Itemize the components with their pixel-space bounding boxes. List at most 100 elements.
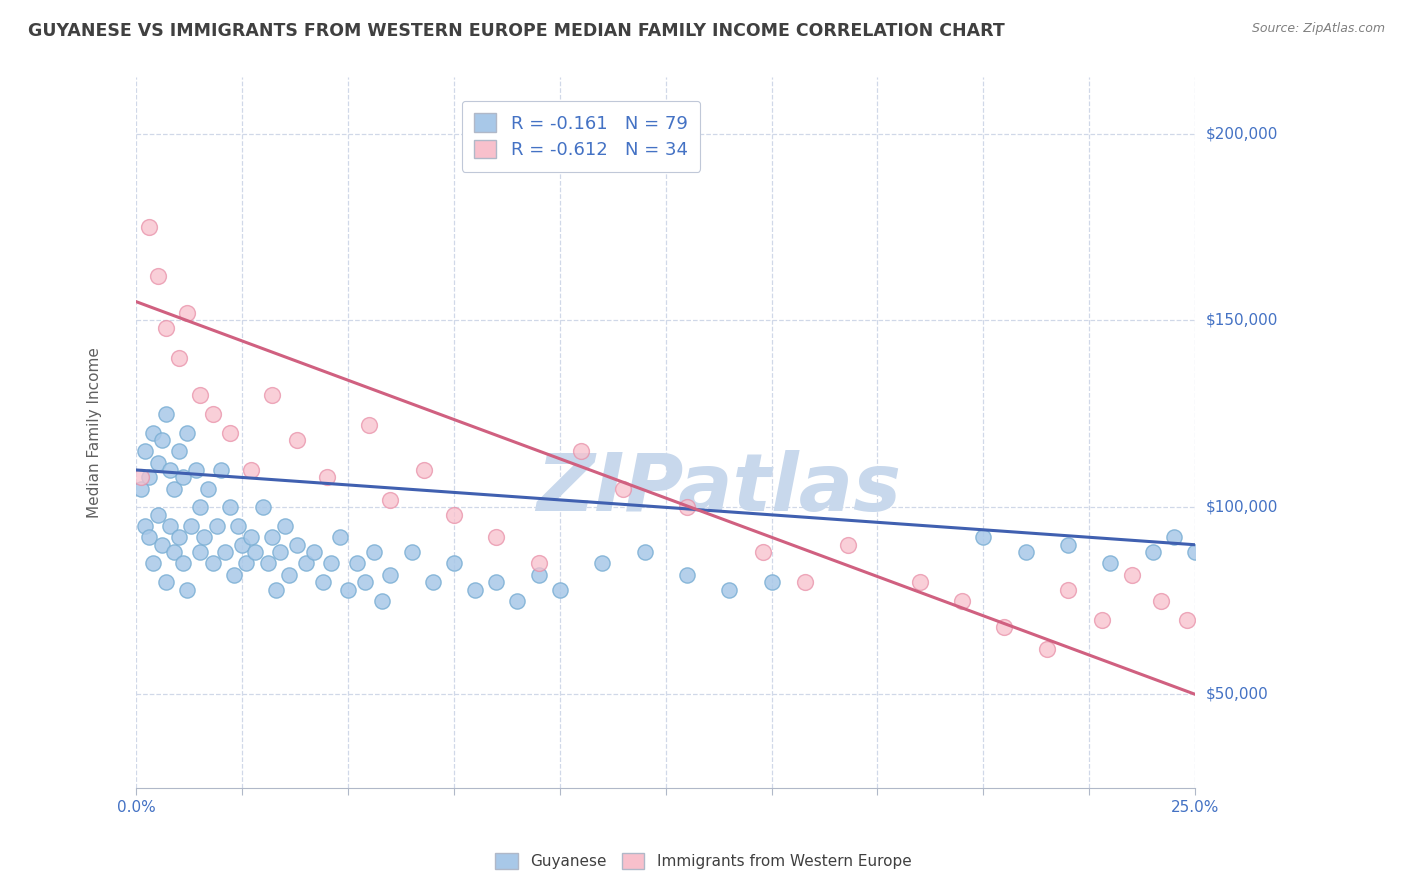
Point xyxy=(260,530,283,544)
Point xyxy=(1099,557,1122,571)
Point xyxy=(129,470,152,484)
Point xyxy=(380,567,402,582)
Point xyxy=(222,567,245,582)
Point xyxy=(129,482,152,496)
Point xyxy=(209,463,232,477)
Point xyxy=(1163,530,1185,544)
Point xyxy=(718,582,741,597)
Point xyxy=(201,557,224,571)
Point xyxy=(1091,613,1114,627)
Point xyxy=(167,530,190,544)
Point xyxy=(380,492,402,507)
Text: $200,000: $200,000 xyxy=(1206,126,1278,141)
Point xyxy=(761,575,783,590)
Point xyxy=(155,321,177,335)
Point xyxy=(150,433,173,447)
Point xyxy=(359,418,381,433)
Point xyxy=(285,538,308,552)
Point xyxy=(337,582,360,597)
Point xyxy=(142,425,165,440)
Point xyxy=(302,545,325,559)
Point xyxy=(239,530,262,544)
Point xyxy=(1184,545,1206,559)
Point xyxy=(1175,613,1198,627)
Point xyxy=(908,575,931,590)
Point xyxy=(150,538,173,552)
Point xyxy=(180,519,202,533)
Point xyxy=(1014,545,1036,559)
Point xyxy=(188,500,211,515)
Point xyxy=(176,582,198,597)
Point xyxy=(633,545,655,559)
Point xyxy=(485,575,508,590)
Point xyxy=(197,482,219,496)
Point xyxy=(363,545,385,559)
Point xyxy=(146,456,169,470)
Point xyxy=(155,407,177,421)
Point xyxy=(226,519,249,533)
Point xyxy=(218,500,240,515)
Point xyxy=(548,582,571,597)
Text: $100,000: $100,000 xyxy=(1206,500,1278,515)
Point xyxy=(205,519,228,533)
Point xyxy=(401,545,423,559)
Point xyxy=(794,575,817,590)
Point xyxy=(172,470,194,484)
Point xyxy=(1121,567,1143,582)
Point xyxy=(1142,545,1164,559)
Point xyxy=(134,519,156,533)
Point xyxy=(443,557,465,571)
Point xyxy=(264,582,287,597)
Point xyxy=(243,545,266,559)
Point xyxy=(256,557,278,571)
Point xyxy=(235,557,257,571)
Point xyxy=(506,594,529,608)
Point xyxy=(188,545,211,559)
Point xyxy=(159,519,181,533)
Point xyxy=(676,500,699,515)
Point xyxy=(188,388,211,402)
Point xyxy=(464,582,486,597)
Point xyxy=(163,545,186,559)
Text: $150,000: $150,000 xyxy=(1206,313,1278,328)
Point xyxy=(443,508,465,522)
Point xyxy=(146,268,169,283)
Point xyxy=(485,530,508,544)
Text: GUYANESE VS IMMIGRANTS FROM WESTERN EUROPE MEDIAN FAMILY INCOME CORRELATION CHAR: GUYANESE VS IMMIGRANTS FROM WESTERN EURO… xyxy=(28,22,1005,40)
Point xyxy=(260,388,283,402)
Point xyxy=(354,575,377,590)
Point xyxy=(138,219,160,234)
Point xyxy=(569,444,592,458)
Point xyxy=(676,567,699,582)
Point xyxy=(176,306,198,320)
Point xyxy=(167,351,190,365)
Point xyxy=(159,463,181,477)
Point xyxy=(316,470,339,484)
Point xyxy=(612,482,634,496)
Point xyxy=(201,407,224,421)
Point xyxy=(142,557,165,571)
Point xyxy=(1150,594,1173,608)
Point xyxy=(527,557,550,571)
Point xyxy=(176,425,198,440)
Point xyxy=(1057,538,1080,552)
Text: Median Family Income: Median Family Income xyxy=(87,347,101,518)
Point xyxy=(146,508,169,522)
Point xyxy=(193,530,215,544)
Point xyxy=(138,530,160,544)
Point xyxy=(346,557,368,571)
Point xyxy=(837,538,859,552)
Point xyxy=(752,545,775,559)
Text: ZIPatlas: ZIPatlas xyxy=(536,450,901,528)
Point xyxy=(273,519,295,533)
Point xyxy=(277,567,299,582)
Point xyxy=(231,538,253,552)
Point xyxy=(371,594,394,608)
Point xyxy=(285,433,308,447)
Point xyxy=(950,594,973,608)
Point xyxy=(163,482,186,496)
Point xyxy=(172,557,194,571)
Point xyxy=(413,463,436,477)
Legend: R = -0.161   N = 79, R = -0.612   N = 34: R = -0.161 N = 79, R = -0.612 N = 34 xyxy=(461,101,700,172)
Point xyxy=(269,545,291,559)
